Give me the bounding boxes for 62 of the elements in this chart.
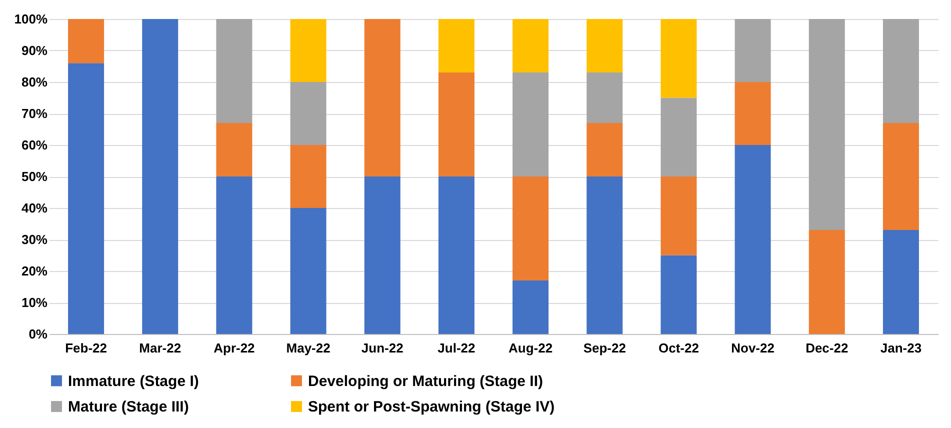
bar (660, 255, 697, 334)
bar (142, 19, 178, 334)
bar (586, 19, 623, 73)
y-tick-label: 10% (21, 295, 48, 310)
legend-label: Spent or Post-Spawning (Stage IV) (308, 398, 555, 416)
bar (438, 176, 474, 334)
bar (290, 82, 326, 145)
x-tick-label: Sep-22 (583, 340, 626, 356)
x-tick-label: May-22 (286, 340, 330, 356)
y-tick-label: 90% (21, 43, 48, 58)
bar (364, 176, 400, 334)
x-tick-label: Jan-23 (880, 340, 922, 356)
bar (586, 176, 623, 334)
x-tick-label: Dec-22 (806, 340, 848, 356)
legend-label: Mature (Stage III) (68, 398, 189, 416)
bar (808, 230, 845, 334)
x-tick-label: Jun-22 (361, 340, 404, 356)
y-tick-label: 100% (14, 12, 48, 26)
bar (660, 176, 697, 256)
bar (586, 122, 623, 176)
bar (364, 19, 400, 176)
y-tick-label: 30% (21, 232, 48, 247)
bar (734, 145, 771, 334)
bar (660, 19, 697, 98)
bar (216, 19, 252, 123)
bar (216, 122, 252, 176)
bar (290, 145, 326, 208)
y-tick-label: 0% (28, 326, 48, 342)
bar (290, 19, 326, 82)
x-tick-label: Aug-22 (508, 340, 553, 356)
x-tick-label: Mar-22 (139, 340, 182, 356)
x-tick-label: Oct-22 (658, 340, 699, 356)
bar (512, 19, 549, 73)
bar (882, 230, 919, 334)
legend-label: Immature (Stage I) (68, 372, 199, 390)
x-tick-label: Feb-22 (65, 340, 107, 356)
bar (586, 72, 623, 123)
bar (512, 176, 549, 280)
bar (734, 82, 771, 145)
y-tick-label: 60% (21, 138, 48, 152)
y-tick-label: 80% (21, 74, 48, 90)
y-tick-label: 40% (21, 200, 48, 216)
bar (68, 63, 104, 334)
bar (512, 280, 549, 334)
bar (438, 19, 474, 73)
bar (68, 19, 104, 64)
bar (660, 98, 697, 176)
y-tick-label: 50% (21, 169, 48, 184)
bar (882, 19, 919, 123)
bar (882, 122, 919, 230)
x-tick-label: Jul-22 (438, 340, 476, 356)
x-tick-label: Apr-22 (214, 340, 255, 356)
bar (734, 19, 771, 82)
legend-label: Developing or Maturing (Stage II) (308, 372, 544, 390)
bar (438, 72, 474, 176)
bar (808, 19, 845, 230)
bar (290, 208, 326, 334)
x-tick-label: Nov-22 (731, 340, 774, 356)
y-tick-label: 70% (21, 106, 48, 121)
bar (216, 176, 252, 334)
bar (512, 72, 549, 176)
y-tick-label: 20% (21, 264, 48, 278)
